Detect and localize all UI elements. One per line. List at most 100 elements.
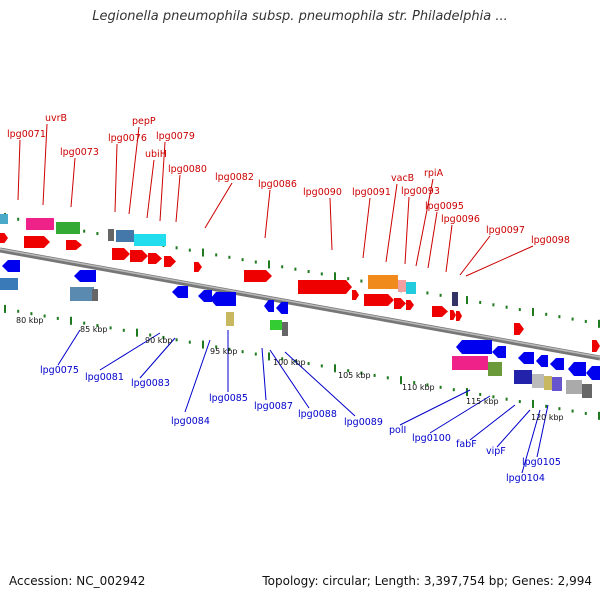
leader-line [459, 235, 491, 276]
leader-line [496, 409, 531, 448]
leader-line [465, 245, 534, 277]
gene-feature [0, 233, 8, 243]
leader-line [175, 174, 181, 223]
gene-label: lpg0095 [425, 201, 464, 212]
gene-feature [592, 340, 600, 352]
leader-line [404, 196, 410, 265]
gene-label: vipF [486, 446, 506, 457]
gene-feature [24, 236, 50, 248]
gene-feature [364, 294, 394, 306]
leader-line [445, 224, 453, 273]
tick-mark [162, 335, 165, 339]
gene-feature [368, 275, 398, 289]
gene-feature [582, 384, 592, 398]
tick-mark [188, 340, 191, 344]
tick-mark [30, 312, 33, 316]
tick-mark [149, 333, 152, 337]
tick-mark [400, 376, 402, 385]
gene-feature [92, 289, 98, 301]
gene-feature [514, 323, 524, 335]
tick-mark [70, 316, 72, 325]
leader-line [57, 329, 81, 366]
gene-feature [148, 253, 162, 264]
tick-mark [571, 317, 574, 321]
tick-mark [307, 362, 310, 366]
tick-mark [347, 277, 350, 281]
gene-feature [74, 270, 96, 282]
tick-mark [228, 347, 231, 351]
gene-feature [488, 362, 502, 376]
tick-mark [334, 364, 336, 373]
gene-feature [406, 282, 416, 294]
tick-mark [56, 316, 59, 320]
gene-feature [264, 300, 274, 312]
gene-feature [0, 278, 18, 290]
tick-mark [558, 407, 561, 411]
gene-label: lpg0086 [258, 179, 297, 190]
gene-label: lpg0081 [85, 372, 124, 383]
tick-mark [307, 270, 310, 274]
tick-mark [505, 397, 508, 401]
tick-mark [492, 395, 495, 399]
tick-mark [320, 272, 323, 276]
gene-feature [432, 306, 448, 317]
leader-line [284, 351, 356, 417]
gene-label: lpg0100 [412, 433, 451, 444]
scale-label: 85 kbp [80, 325, 108, 334]
gene-label: lpg0093 [401, 186, 440, 197]
tick-mark [413, 381, 416, 385]
gene-label: rpiA [424, 168, 444, 179]
gene-feature [56, 222, 80, 234]
tick-mark [532, 307, 534, 316]
leader-line [521, 409, 541, 474]
gene-label: lpg0098 [531, 235, 570, 246]
genome-backbone [0, 247, 600, 361]
tick-mark [532, 399, 534, 408]
leader-line [469, 404, 516, 441]
tick-mark [43, 314, 46, 318]
gene-feature [456, 311, 462, 321]
gene-feature [456, 340, 492, 354]
tick-mark [320, 364, 323, 368]
gene-label: lpg0079 [156, 131, 195, 142]
leader-line [114, 143, 118, 213]
tick-mark [215, 345, 218, 349]
tick-mark [598, 319, 600, 328]
gene-feature [536, 355, 548, 367]
gene-feature [172, 286, 188, 298]
leader-line [17, 139, 21, 201]
leader-line [269, 349, 310, 409]
tick-mark [188, 248, 191, 252]
leader-line [184, 339, 211, 413]
gene-feature [282, 322, 288, 336]
tick-mark [4, 304, 6, 313]
scale-label: 95 kbp [210, 347, 238, 356]
gene-feature [518, 352, 534, 364]
leader-line [415, 178, 434, 267]
scale-label: 100 kbp [273, 358, 306, 367]
tick-mark [241, 258, 244, 262]
tick-mark [479, 392, 482, 396]
gene-features [0, 214, 600, 398]
gene-feature [492, 346, 506, 358]
gene-label: lpg0088 [298, 409, 337, 420]
gene-feature [452, 356, 488, 370]
tick-mark [545, 312, 548, 316]
tick-mark [334, 272, 336, 281]
label-leaders [17, 123, 549, 474]
tick-mark [136, 328, 138, 337]
gene-label: lpg0083 [131, 378, 170, 389]
tick-mark [439, 385, 442, 389]
gene-label: vacB [391, 173, 414, 184]
leader-line [429, 395, 491, 434]
tick-mark [83, 321, 86, 325]
gene-feature [26, 218, 54, 230]
tick-mark [281, 265, 284, 269]
gene-label: lpg0105 [522, 457, 561, 468]
tick-mark [360, 279, 363, 283]
tick-mark [202, 340, 204, 349]
gene-label: lpg0090 [303, 187, 342, 198]
gene-label: lpg0104 [506, 473, 545, 484]
tick-mark [202, 248, 204, 257]
